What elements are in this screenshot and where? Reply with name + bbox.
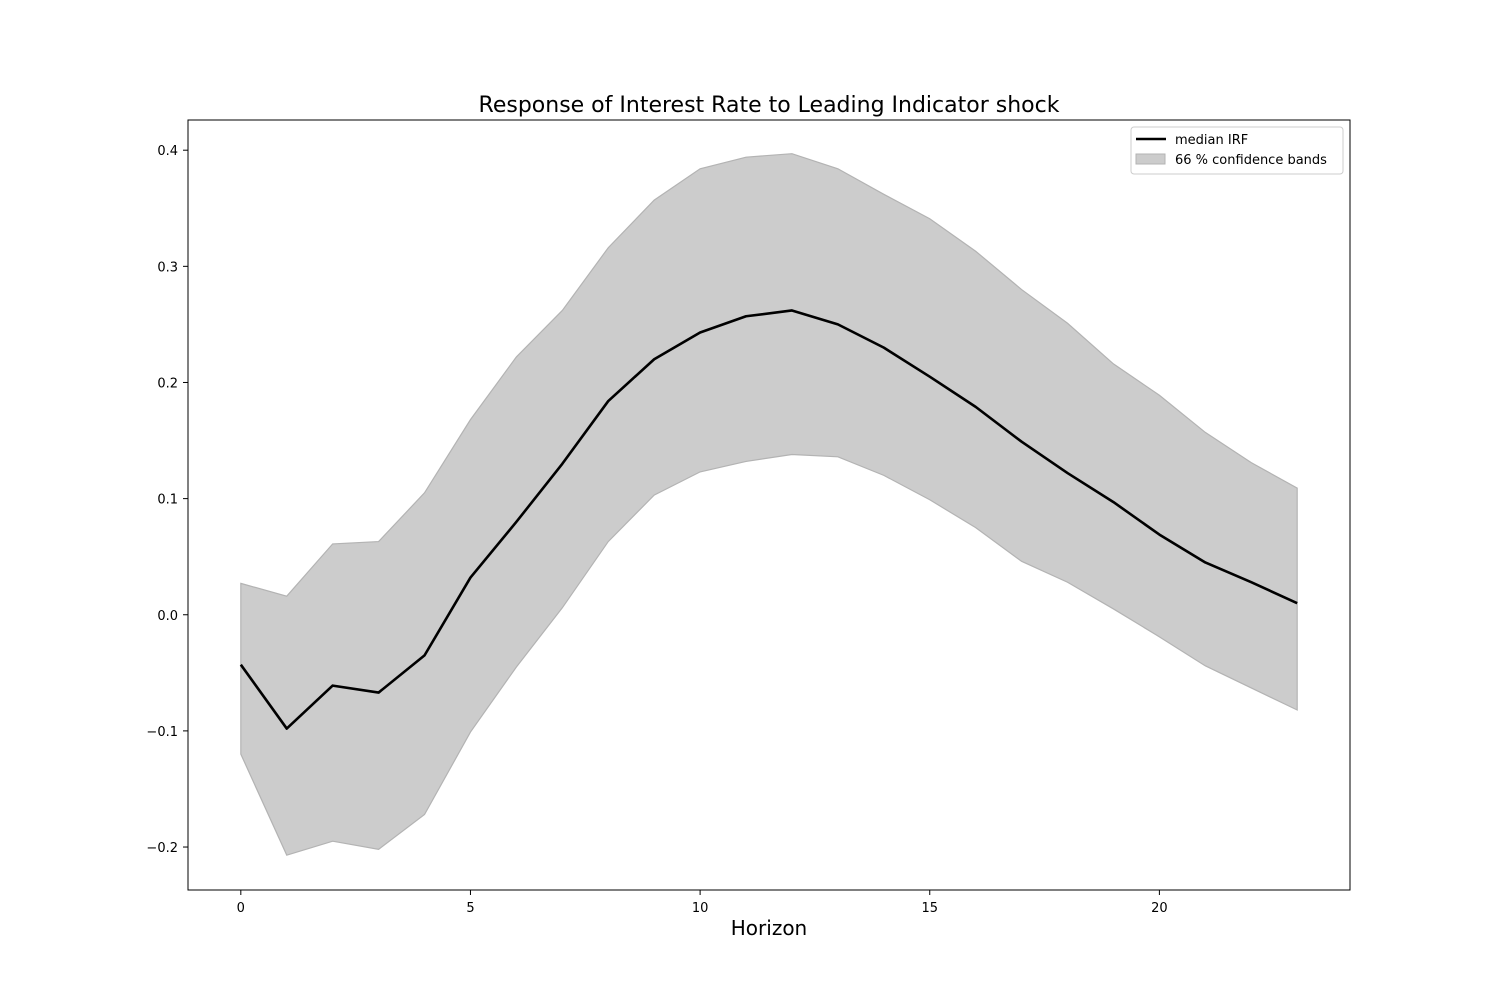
y-tick-label: 0.4 xyxy=(157,144,178,159)
x-tick-label: 15 xyxy=(921,901,938,916)
legend: median IRF 66 % confidence bands xyxy=(1130,126,1344,175)
x-tick-label: 5 xyxy=(466,901,474,916)
median-irf-line xyxy=(239,309,1298,730)
y-tick-label: 0.0 xyxy=(157,609,178,624)
x-tick-label: 0 xyxy=(237,901,245,916)
legend-box xyxy=(1130,126,1344,175)
plot-area-frame xyxy=(187,119,1351,891)
y-tick-label: −0.2 xyxy=(146,841,178,856)
legend-band-label: 66 % confidence bands xyxy=(1175,153,1327,168)
y-tick-label: 0.1 xyxy=(157,493,178,508)
x-tick-label: 10 xyxy=(692,901,709,916)
y-tick-label: −0.1 xyxy=(146,725,178,740)
y-tick-label: 0.3 xyxy=(157,260,178,275)
x-tick-label: 20 xyxy=(1151,901,1168,916)
chart-title: Response of Interest Rate to Leading Ind… xyxy=(479,93,1060,118)
legend-band-swatch xyxy=(1135,153,1166,165)
confidence-band-area xyxy=(240,153,1298,856)
y-tick-label: 0.2 xyxy=(157,376,178,391)
legend-median-label: median IRF xyxy=(1175,133,1248,148)
x-axis-label: Horizon xyxy=(731,916,807,940)
